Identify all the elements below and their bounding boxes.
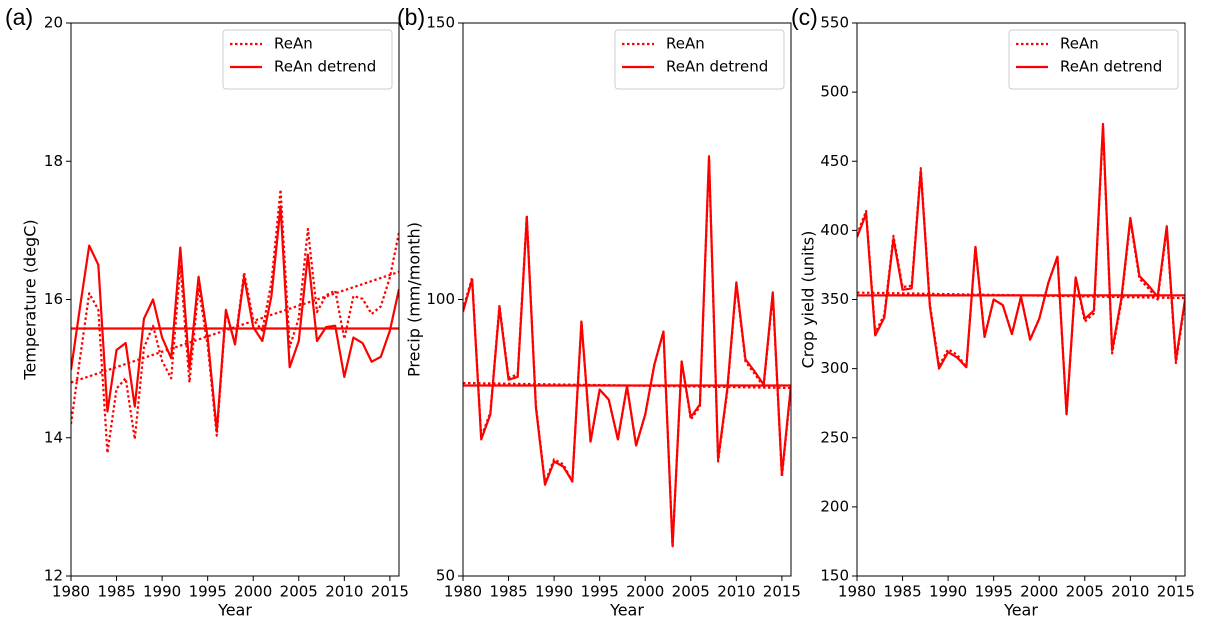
legend-label: ReAn	[666, 35, 705, 53]
x-axis-label: Year	[609, 601, 644, 620]
y-tick-label: 400	[820, 221, 849, 239]
x-tick-label: 2015	[1157, 583, 1195, 601]
axes-frame	[70, 22, 400, 577]
x-tick-label: 2000	[234, 583, 272, 601]
x-tick-label: 1985	[489, 583, 527, 601]
legend-label: ReAn detrend	[1060, 58, 1162, 76]
plot-area	[857, 122, 1185, 416]
y-tick-label: 100	[426, 290, 455, 308]
x-tick-label: 1990	[929, 583, 967, 601]
x-axis-label: Year	[1003, 601, 1038, 620]
y-tick-label: 350	[820, 290, 849, 308]
y-tick-label: 500	[820, 83, 849, 101]
x-axis-label: Year	[217, 601, 252, 620]
x-tick-label: 2005	[280, 583, 318, 601]
x-tick-label: 2015	[763, 583, 801, 601]
reference-line	[71, 270, 399, 384]
legend-label: ReAn	[274, 35, 313, 53]
x-tick-label: 1980	[444, 583, 482, 601]
axes-frame	[462, 22, 792, 577]
x-tick-label: 2010	[717, 583, 755, 601]
legend-label: ReAn detrend	[666, 58, 768, 76]
series-line	[71, 188, 399, 455]
y-tick-label: 20	[44, 14, 63, 32]
x-tick-label: 1995	[581, 583, 619, 601]
y-tick-label: 550	[820, 14, 849, 32]
y-tick-label: 150	[426, 14, 455, 32]
y-tick-label: 150	[820, 567, 849, 585]
y-axis-label: Temperature (degC)	[21, 219, 40, 380]
plot-area	[463, 155, 791, 548]
y-axis-label: Crop yield (units)	[799, 231, 818, 369]
panel-label: (a)	[5, 4, 33, 30]
y-tick-label: 200	[820, 497, 849, 515]
y-tick-label: 16	[44, 290, 63, 308]
x-tick-label: 2015	[371, 583, 409, 601]
y-tick-label: 450	[820, 152, 849, 170]
legend-box	[614, 29, 785, 90]
y-axis-label: Precip (mm/month)	[405, 222, 424, 377]
x-tick-label: 2010	[325, 583, 363, 601]
x-tick-label: 1985	[97, 583, 135, 601]
x-tick-label: 1980	[52, 583, 90, 601]
x-tick-label: 1990	[535, 583, 573, 601]
x-tick-label: 1980	[838, 583, 876, 601]
y-tick-label: 250	[820, 428, 849, 446]
y-tick-label: 300	[820, 359, 849, 377]
y-tick-label: 14	[44, 428, 63, 446]
series-line	[857, 122, 1185, 416]
x-tick-label: 2010	[1111, 583, 1149, 601]
panel-label: (c)	[791, 4, 818, 30]
x-tick-label: 1995	[975, 583, 1013, 601]
series-line	[857, 125, 1185, 416]
y-tick-label: 12	[44, 567, 63, 585]
x-tick-label: 1995	[189, 583, 227, 601]
x-tick-label: 2000	[1020, 583, 1058, 601]
x-tick-label: 1990	[143, 583, 181, 601]
x-tick-label: 1985	[883, 583, 921, 601]
legend-box	[1008, 29, 1179, 90]
legend-box	[222, 29, 393, 90]
series-line	[71, 205, 399, 432]
x-tick-label: 2005	[672, 583, 710, 601]
panel-label: (b)	[397, 4, 425, 30]
series-line	[463, 157, 791, 548]
plot-area	[71, 188, 399, 455]
y-tick-label: 50	[436, 567, 455, 585]
y-tick-label: 18	[44, 152, 63, 170]
legend-label: ReAn detrend	[274, 58, 376, 76]
legend-label: ReAn	[1060, 35, 1099, 53]
series-line	[463, 155, 791, 548]
x-tick-label: 2000	[626, 583, 664, 601]
x-tick-label: 2005	[1066, 583, 1104, 601]
